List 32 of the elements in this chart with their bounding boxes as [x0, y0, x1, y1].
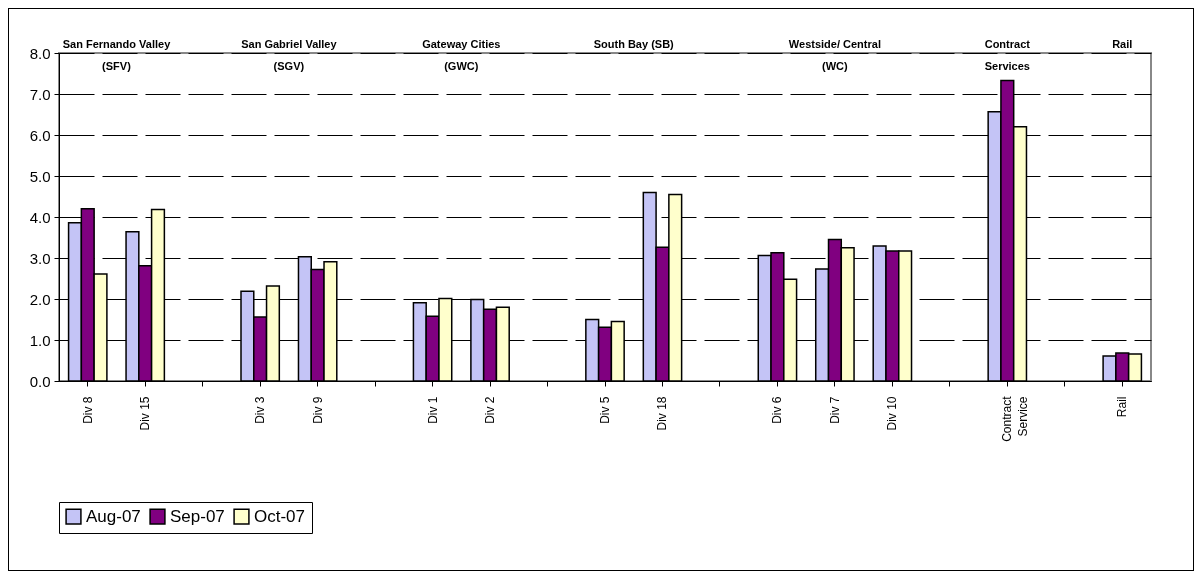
y-tick-label: 8.0	[29, 44, 51, 62]
y-tick-label: 0.0	[29, 372, 51, 390]
y-tick-label: 7.0	[29, 85, 51, 103]
x-tick-label: Div 1	[425, 396, 440, 424]
x-tick-label: Div 5	[598, 396, 612, 424]
y-tick-label: 1.0	[29, 331, 51, 349]
y-tick-label: 6.0	[29, 126, 51, 144]
x-tick-label: Div 6	[770, 396, 785, 424]
annotation: Gateway Cities (GWC)	[422, 38, 501, 72]
x-tick-label: Div 15	[138, 396, 153, 431]
legend-label: Aug-07	[86, 506, 141, 526]
y-tick-label: 3.0	[29, 249, 51, 267]
legend-label: Oct-07	[254, 506, 306, 526]
x-tick-label: Div 2	[483, 396, 498, 424]
annotation: San Gabriel Valley (SGV)	[241, 38, 338, 72]
x-tick-label: Div 7	[827, 396, 842, 424]
annotation: San Fernando Valley (SFV)	[62, 38, 172, 72]
y-tick-label: 2.0	[29, 290, 51, 308]
legend-label: Sep-07	[170, 506, 225, 526]
x-tick-label: Div 3	[253, 396, 268, 424]
y-tick-label: 4.0	[29, 208, 51, 226]
x-tick-label: Div 10	[885, 396, 900, 431]
text: South Bay (SB)	[593, 38, 675, 50]
x-tick-label: Div 8	[80, 396, 95, 424]
text: Rail	[1112, 38, 1133, 50]
annotation: Contract Services	[984, 38, 1031, 72]
annotation: Westside/ Central (WC)	[788, 38, 881, 72]
x-tick-label: Div 18	[655, 396, 670, 431]
x-tick-label: Div 9	[310, 396, 325, 424]
x-tick-label: Contract Service	[1000, 395, 1031, 442]
x-tick-label: Rail	[1115, 396, 1130, 418]
y-tick-label: 5.0	[29, 167, 51, 185]
